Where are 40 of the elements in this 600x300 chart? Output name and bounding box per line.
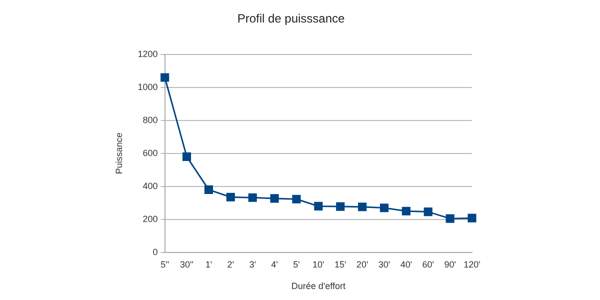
- point: [446, 214, 454, 223]
- point: [380, 204, 389, 212]
- y-tick-label: 0: [152, 246, 158, 257]
- x-tick-label: 60': [422, 259, 434, 270]
- point: [468, 214, 476, 222]
- point: [182, 152, 192, 161]
- x-tick-label: 90': [444, 259, 456, 270]
- x-tick-label: 30': [378, 259, 390, 270]
- x-tick-label: 1': [205, 259, 212, 270]
- x-tick-label: 4': [271, 259, 278, 270]
- x-tick-label: 5': [293, 259, 300, 270]
- y-tick-label: 1000: [138, 82, 158, 92]
- x-tick-label: 20': [356, 259, 368, 270]
- point: [226, 192, 235, 202]
- point: [314, 202, 323, 210]
- y-tick-label: 800: [142, 114, 158, 125]
- x-axis-title: Durée d'effort: [291, 281, 346, 292]
- x-tick-label: 40': [400, 259, 412, 270]
- x-tick-label: 3': [249, 259, 256, 270]
- x-tick-label: 10': [312, 259, 325, 270]
- y-axis-title: Puissance: [114, 132, 124, 174]
- x-tick-label: 5'': [160, 259, 170, 270]
- point: [424, 208, 432, 216]
- y-tick-label: 200: [142, 214, 158, 224]
- chart-title: Profil de puisssance: [237, 12, 346, 26]
- y-tick-label: 600: [142, 148, 158, 158]
- point: [160, 73, 170, 82]
- point: [248, 193, 257, 202]
- x-tick-label: 15': [334, 259, 346, 270]
- x-tick-label: 30'': [180, 259, 194, 270]
- point: [358, 202, 367, 212]
- point: [402, 206, 410, 216]
- x-tick-label: 2': [227, 259, 234, 270]
- point: [336, 202, 345, 211]
- point: [270, 194, 279, 203]
- point: [204, 185, 213, 194]
- point: [292, 194, 301, 204]
- x-tick-label: 120': [464, 259, 481, 270]
- y-tick-label: 1200: [138, 48, 158, 59]
- y-tick-label: 400: [142, 180, 158, 191]
